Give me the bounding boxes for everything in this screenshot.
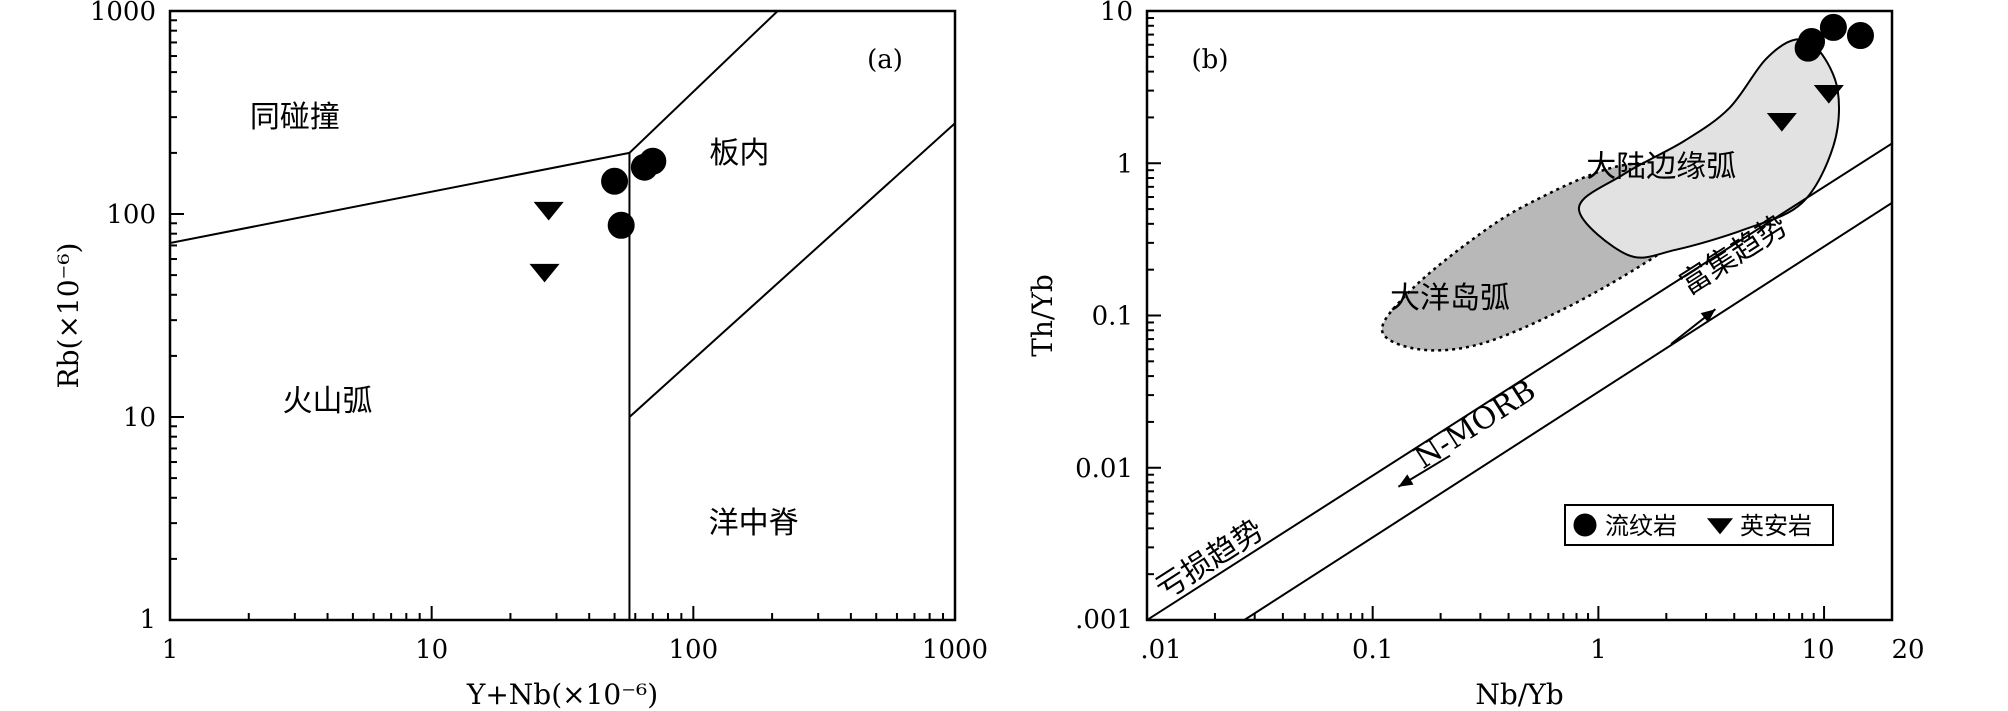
a-tick-labels: 1 10 100 1000 1 10 100 1000: [90, 0, 988, 665]
b-trend-n-morb: N-MORB: [1408, 373, 1542, 476]
b-mantle-array-lines: [1147, 142, 1892, 620]
a-x-axis-title: Y+Nb(×10⁻⁶): [466, 678, 658, 711]
a-field-label: 洋中脊: [709, 506, 799, 541]
a-x-tick-label: 10: [415, 635, 448, 665]
a-point-rhyolite: [601, 167, 629, 195]
b-point-rhyolite: [1819, 13, 1847, 41]
a-boundary-line: [170, 151, 630, 244]
b-point-rhyolite: [1846, 22, 1874, 50]
a-point-dacite: [529, 263, 560, 283]
b-label-oceanic-island-arc: 大洋岛弧: [1390, 281, 1510, 316]
legend-marker-dacite: [1706, 518, 1734, 535]
a-y-axis-title: Rb(×10⁻⁶): [52, 243, 85, 389]
b-x-tick-label: 0.1: [1352, 635, 1393, 665]
a-y-tick-label: 100: [106, 200, 156, 230]
b-x-tick-label: .01: [1140, 635, 1181, 665]
a-point-rhyolite: [639, 147, 667, 175]
b-trend-depletion: 亏损趋势: [1150, 513, 1270, 607]
a-x-tick-label: 1: [162, 635, 179, 665]
a-data-points: [529, 147, 667, 283]
b-array-line: [1147, 142, 1892, 620]
b-point-dacite: [1766, 112, 1797, 132]
legend-marker-rhyolite: [1573, 513, 1597, 537]
b-x-tick-label: 20: [1891, 635, 1924, 665]
b-trend-arrow-head: [1398, 474, 1414, 487]
b-y-tick-label: 0.01: [1075, 454, 1133, 484]
a-boundary-line: [628, 11, 779, 154]
b-label-continental-margin-arc: 大陆边缘弧: [1586, 150, 1736, 185]
a-plot-frame: [168, 9, 957, 622]
b-y-tick-label: 1: [1116, 149, 1133, 179]
b-y-tick-label: 0.1: [1092, 302, 1133, 332]
b-region-continental-margin-arc: [1577, 38, 1840, 259]
a-y-tick-label: 10: [123, 403, 156, 433]
b-x-tick-label: 1: [1590, 635, 1607, 665]
b-x-tick-label: 10: [1802, 635, 1835, 665]
b-y-tick-label: 10: [1100, 0, 1133, 27]
a-discrimination-boundaries: [170, 11, 955, 620]
legend-box: [1564, 504, 1834, 546]
a-boundary-line: [628, 122, 955, 418]
b-x-axis-title: Nb/Yb: [1475, 678, 1563, 711]
a-point-dacite: [533, 201, 564, 221]
legend-label: 英安岩: [1740, 512, 1812, 540]
b-array-line: [1243, 201, 1892, 620]
a-field-label: 同碰撞: [250, 100, 340, 135]
a-field-label: 火山弧: [283, 384, 373, 419]
panel-b-th-yb-vs-nb-yb: .01 0.1 1 10 20 .001 0.01 0.1 1 10 大洋岛弧 大陆边缘弧 N-MO…: [1026, 0, 1925, 711]
b-panel-label: (b): [1192, 45, 1229, 75]
a-point-rhyolite: [607, 211, 635, 239]
b-tick-labels: .01 0.1 1 10 20 .001 0.01 0.1 1 10: [1075, 0, 1924, 665]
a-y-tick-label: 1000: [90, 0, 156, 27]
a-y-tick-label: 1: [139, 605, 156, 635]
a-axis-ticks: [169, 10, 956, 621]
b-data-points: [1766, 13, 1874, 132]
legend-label: 流纹岩: [1605, 512, 1677, 540]
b-y-tick-label: .001: [1075, 605, 1133, 635]
b-axis-ticks: [1146, 10, 1893, 621]
b-point-rhyolite: [1798, 28, 1826, 56]
legend-items: 流纹岩 英安岩: [1573, 512, 1812, 540]
a-panel-label: (a): [867, 45, 903, 75]
a-x-tick-label: 1000: [922, 635, 988, 665]
b-y-axis-title: Th/Yb: [1026, 274, 1059, 357]
a-x-tick-label: 100: [669, 635, 719, 665]
b-trend-arrow-head: [1700, 309, 1716, 323]
b-legend: 流纹岩 英安岩: [1564, 504, 1834, 546]
a-field-label: 板内: [709, 136, 769, 171]
b-point-dacite: [1813, 85, 1844, 104]
b-arc-regions: [1380, 38, 1840, 352]
b-region-labels: 大洋岛弧 大陆边缘弧: [1390, 150, 1736, 317]
